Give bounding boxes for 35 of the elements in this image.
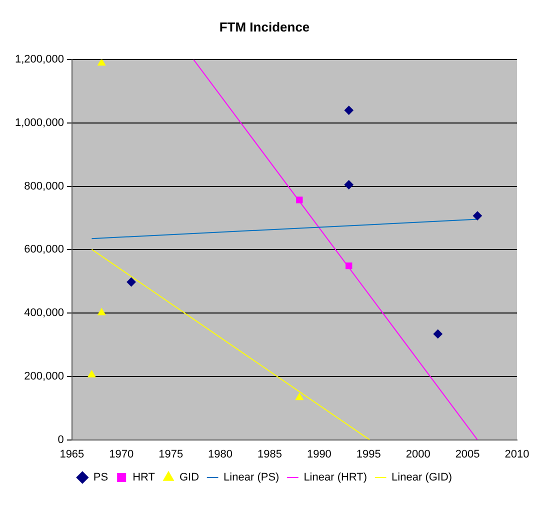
point <box>296 196 303 204</box>
x-tick-label: 1995 <box>356 448 381 460</box>
legend-label: Linear (GID) <box>392 472 452 484</box>
chart-title: FTM Incidence <box>219 19 310 34</box>
y-tick-label: 200,000 <box>24 370 64 382</box>
point <box>346 262 352 270</box>
y-tick-label: 1,200,000 <box>15 54 64 66</box>
y-tick-label: 600,000 <box>24 244 64 256</box>
point <box>88 370 96 378</box>
legend-label: PS <box>93 472 108 484</box>
point <box>295 393 304 400</box>
x-tick-label: 1965 <box>60 448 84 460</box>
x-tick-label: 2005 <box>455 448 480 460</box>
x-tick-label: 2000 <box>406 448 430 460</box>
x-tick-label: 1975 <box>158 448 184 460</box>
y-tick-label: 0 <box>58 434 64 446</box>
legend-label: HRT <box>132 472 156 484</box>
x-tick-label: 1985 <box>258 448 282 460</box>
point <box>344 106 354 115</box>
x-tick-label: 1980 <box>208 448 233 460</box>
point <box>344 180 354 190</box>
legend-label: Linear (PS) <box>224 472 280 484</box>
point <box>98 60 106 66</box>
y-tick-label: 1,000,000 <box>15 117 64 129</box>
x-tick-label: 1970 <box>109 448 134 460</box>
x-tick-label: 2010 <box>504 448 530 460</box>
point <box>472 211 482 220</box>
point <box>98 308 106 316</box>
legend-label: GID <box>180 472 200 484</box>
x-tick-label: 1990 <box>306 448 332 460</box>
y-tick-label: 800,000 <box>24 180 64 192</box>
legend-label: Linear (HRT) <box>304 472 368 484</box>
y-tick-label: 400,000 <box>24 307 64 320</box>
point <box>433 329 442 338</box>
point <box>126 278 136 287</box>
